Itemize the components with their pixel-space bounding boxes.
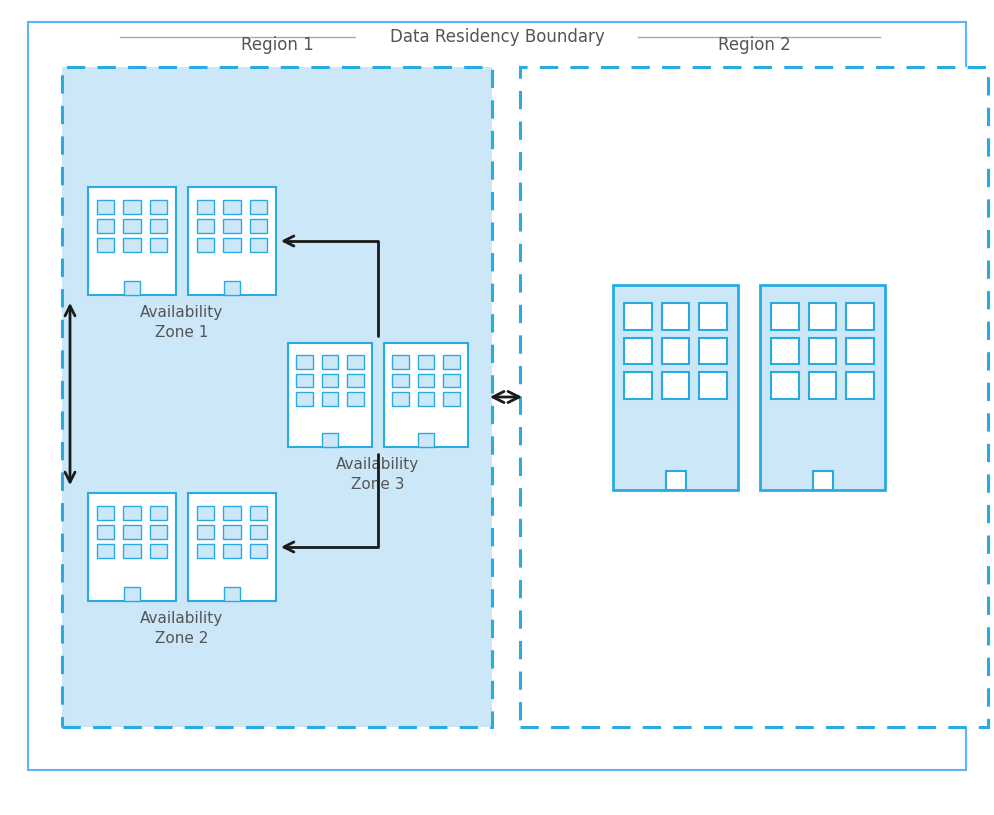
Bar (197, 506, 214, 520)
Bar (846, 372, 873, 399)
Bar (149, 544, 167, 558)
Bar (321, 374, 338, 387)
Bar (188, 493, 275, 601)
Bar (770, 303, 798, 329)
Bar (417, 374, 434, 387)
Bar (321, 392, 338, 406)
Bar (197, 525, 214, 539)
Bar (124, 281, 140, 295)
Bar (623, 303, 651, 329)
Bar (347, 355, 363, 369)
Bar (520, 67, 987, 727)
Bar (123, 238, 141, 252)
Text: Availability
Zone 1: Availability Zone 1 (140, 305, 224, 340)
Text: Region 2: Region 2 (717, 36, 789, 54)
Bar (623, 337, 651, 364)
Bar (661, 337, 689, 364)
Bar (846, 303, 873, 329)
Bar (770, 372, 798, 399)
Bar (123, 525, 141, 539)
Bar (417, 392, 434, 406)
Text: Region 1: Region 1 (241, 36, 313, 54)
Bar (661, 303, 689, 329)
Text: Availability
Zone 2: Availability Zone 2 (140, 611, 224, 645)
Bar (347, 374, 363, 387)
Bar (123, 200, 141, 214)
Bar (149, 200, 167, 214)
Bar (392, 392, 409, 406)
Bar (249, 544, 267, 558)
Bar (223, 525, 241, 539)
Bar (846, 337, 873, 364)
Bar (223, 200, 241, 214)
Bar (96, 544, 114, 558)
Bar (149, 238, 167, 252)
Bar (442, 374, 459, 387)
Bar (392, 374, 409, 387)
Bar (612, 284, 738, 490)
Bar (296, 374, 313, 387)
Bar (249, 200, 267, 214)
Bar (249, 238, 267, 252)
Bar (96, 219, 114, 233)
Bar (249, 525, 267, 539)
Bar (699, 303, 726, 329)
Bar (759, 284, 884, 490)
Bar (197, 219, 214, 233)
Bar (770, 337, 798, 364)
Bar (392, 355, 409, 369)
Bar (224, 281, 240, 295)
Bar (384, 343, 467, 447)
Bar (699, 372, 726, 399)
Bar (197, 544, 214, 558)
Bar (123, 544, 141, 558)
Bar (96, 238, 114, 252)
Bar (123, 219, 141, 233)
Bar (347, 392, 363, 406)
Bar (149, 506, 167, 520)
Bar (249, 506, 267, 520)
Bar (223, 506, 241, 520)
Bar (223, 238, 241, 252)
Bar (808, 372, 835, 399)
Bar (96, 200, 114, 214)
Bar (296, 392, 313, 406)
Bar (287, 343, 372, 447)
Bar (96, 506, 114, 520)
Bar (96, 525, 114, 539)
Bar (188, 187, 275, 295)
Bar (62, 67, 491, 727)
Bar (665, 471, 685, 490)
Bar (661, 372, 689, 399)
Bar (812, 471, 832, 490)
Bar (124, 587, 140, 601)
Bar (197, 200, 214, 214)
Bar (442, 355, 459, 369)
Bar (417, 355, 434, 369)
Bar (623, 372, 651, 399)
Bar (520, 67, 987, 727)
Bar (418, 434, 433, 447)
Bar (123, 506, 141, 520)
Bar (197, 238, 214, 252)
Text: Data Residency Boundary: Data Residency Boundary (390, 28, 603, 46)
Bar (322, 434, 337, 447)
Bar (249, 219, 267, 233)
Bar (223, 219, 241, 233)
Bar (699, 337, 726, 364)
Bar (149, 525, 167, 539)
Bar (808, 337, 835, 364)
Bar (321, 355, 338, 369)
Bar (808, 303, 835, 329)
Text: Availability
Zone 3: Availability Zone 3 (336, 457, 419, 491)
Bar (62, 67, 491, 727)
Bar (223, 544, 241, 558)
Bar (224, 587, 240, 601)
Bar (87, 187, 176, 295)
Bar (87, 493, 176, 601)
Bar (442, 392, 459, 406)
Bar (296, 355, 313, 369)
Bar (149, 219, 167, 233)
